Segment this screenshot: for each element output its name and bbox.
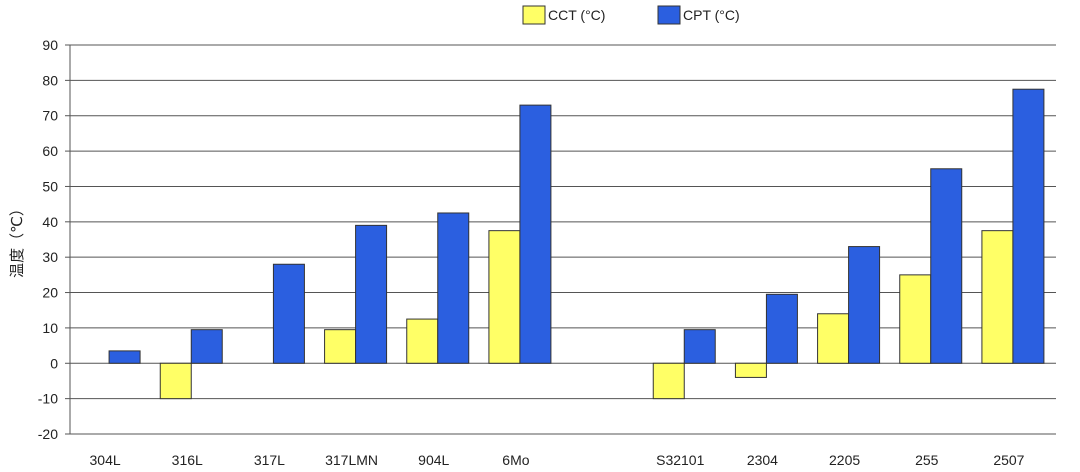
cpt-bar [848,246,881,364]
y-tick-label: -20 [38,426,58,442]
x-tick-label: 317LMN [325,452,378,468]
y-tick-label: 40 [42,214,58,230]
legend: CCT (°C) CPT (°C) [522,5,740,25]
x-axis-ticks: 304L 316L 317L 317LMN 904L 6Mo S32101 2304 2205 2… [90,452,1025,468]
y-axis-label: 温度（℃） [8,201,26,278]
y-tick-label: 0 [50,355,58,371]
legend-label-cpt: CPT (°C) [683,7,740,23]
x-tick-label: 2205 [829,452,860,468]
legend-swatch-cpt [657,5,681,25]
x-tick-label: 304L [90,452,121,468]
y-axis-ticks: -20 -10 0 10 20 30 40 50 60 70 80 90 [38,37,58,442]
cpt-bar [108,350,141,364]
cct-bar [488,230,521,364]
x-tick-label: 255 [915,452,939,468]
cpt-bar [683,329,716,364]
y-tick-label: 80 [42,72,58,88]
x-tick-label: 317L [254,452,285,468]
x-tick-label: S32101 [656,452,704,468]
cpt-bar [930,168,963,364]
y-tick-label: 90 [42,37,58,53]
cct-bar [981,230,1014,364]
cct-bar [899,274,932,364]
y-tick-label: 50 [42,178,58,194]
cct-bar [406,318,439,364]
cct-bar [159,362,192,400]
cpt-bar [765,293,798,364]
y-tick-label: 30 [42,249,58,265]
cct-bar [817,313,850,364]
legend-swatch-cct [522,5,546,25]
cpt-bar [272,263,305,364]
x-tick-label: 316L [172,452,203,468]
y-tick-label: -10 [38,391,58,407]
x-tick-label: 2507 [993,452,1024,468]
cpt-bar [519,104,552,364]
x-tick-label: 2304 [747,452,778,468]
y-tick-label: 20 [42,285,58,301]
x-tick-label: 6Mo [502,452,529,468]
cpt-bar [437,212,470,364]
y-tick-label: 10 [42,320,58,336]
cct-bar [652,362,685,400]
cpt-bar [355,224,388,364]
cpt-bar [190,329,223,364]
x-tick-label: 904L [418,452,449,468]
bars [108,88,1045,400]
cct-bar [324,329,357,364]
gridlines [65,44,1056,435]
y-tick-label: 60 [42,143,58,159]
cct-bar [734,362,767,378]
cpt-bar [1012,88,1045,364]
y-tick-label: 70 [42,108,58,124]
legend-label-cct: CCT (°C) [548,7,605,23]
